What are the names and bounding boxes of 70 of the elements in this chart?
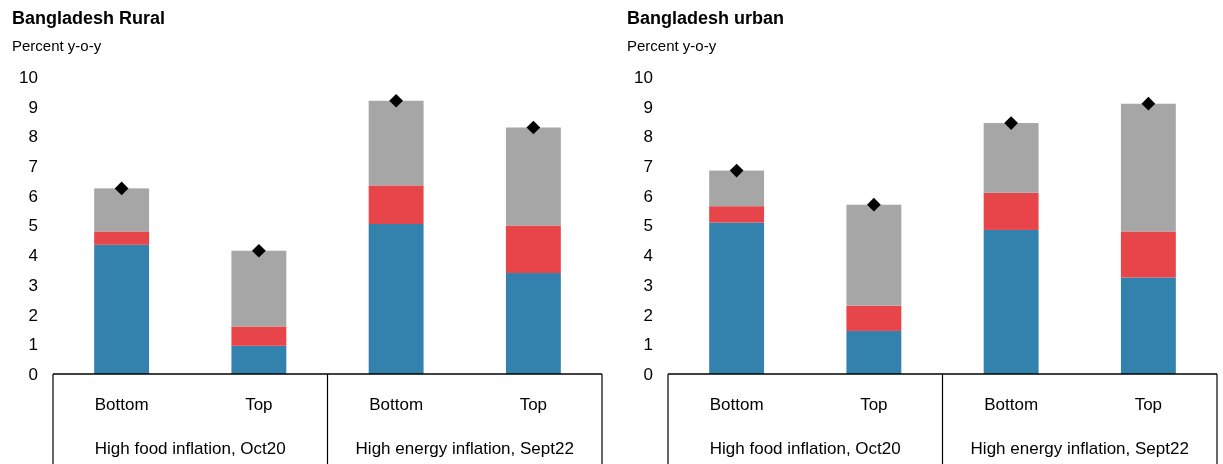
- bar: [983, 123, 1039, 193]
- y-tick-label: 2: [643, 305, 653, 325]
- bar: [709, 222, 765, 374]
- text: High energy inflation, Sept22: [355, 439, 574, 458]
- text: High energy inflation, Sept22: [970, 439, 1189, 458]
- y-tick-label: 4: [28, 246, 38, 266]
- bar: [983, 229, 1039, 374]
- chart-title: Bangladesh urban: [627, 8, 785, 28]
- y-tick-label: 3: [28, 275, 38, 295]
- point: [526, 120, 541, 135]
- bar: [505, 273, 561, 374]
- y-tick-label: 2: [28, 305, 38, 325]
- bar: [231, 250, 287, 327]
- y-tick-label: 5: [643, 216, 653, 236]
- point: [867, 197, 881, 212]
- bar: [231, 326, 287, 346]
- y-axis-title: Percent y-o-y: [627, 37, 717, 54]
- point: [1141, 96, 1156, 111]
- x-tick-label: Top: [519, 395, 548, 414]
- bar: [368, 185, 424, 225]
- y-tick-label: 3: [643, 275, 653, 295]
- bar: [983, 192, 1039, 230]
- y-tick-label: 9: [28, 97, 38, 117]
- y-tick-label: 8: [28, 127, 38, 147]
- chart-title: Bangladesh Rural: [12, 8, 166, 28]
- x-tick-label: Top: [245, 395, 273, 414]
- y-tick-label: 0: [643, 364, 653, 384]
- y-tick-label: 10: [19, 67, 38, 87]
- y-tick-label: 6: [28, 186, 38, 206]
- point: [114, 181, 129, 196]
- x-tick-label: Bottom: [709, 395, 764, 414]
- bar: [368, 100, 424, 186]
- point: [389, 93, 403, 108]
- y-tick-label: 1: [643, 335, 653, 355]
- y-tick-label: 5: [28, 216, 38, 236]
- y-tick-label: 4: [643, 246, 653, 266]
- bar: [94, 231, 150, 245]
- bar: [368, 224, 424, 374]
- bar: [1120, 103, 1176, 232]
- x-tick-label: Bottom: [94, 395, 149, 414]
- point: [252, 243, 266, 258]
- bar: [846, 330, 902, 374]
- y-tick-label: 0: [28, 364, 38, 384]
- y-axis-title: Percent y-o-y: [12, 37, 102, 54]
- y-tick-label: 6: [643, 186, 653, 206]
- x-tick-label: Top: [860, 395, 888, 414]
- bar: [846, 204, 902, 306]
- bar: [846, 305, 902, 331]
- bar: [1120, 231, 1176, 278]
- bar: [709, 170, 765, 207]
- y-tick-label: 10: [634, 67, 653, 87]
- y-tick-label: 7: [28, 157, 38, 177]
- x-tick-label: Bottom: [984, 395, 1039, 414]
- point: [729, 163, 744, 178]
- y-tick-label: 1: [28, 335, 38, 355]
- x-tick-label: Bottom: [369, 395, 424, 414]
- bar: [94, 188, 150, 232]
- text: High food inflation, Oct20: [709, 439, 901, 458]
- bar: [505, 127, 561, 226]
- y-tick-label: 8: [643, 127, 653, 147]
- bar: [1120, 277, 1176, 374]
- bar: [505, 225, 561, 274]
- y-tick-label: 7: [643, 157, 653, 177]
- bar: [94, 244, 150, 374]
- bar: [709, 206, 765, 223]
- y-tick-label: 9: [643, 97, 653, 117]
- text: High food inflation, Oct20: [94, 439, 286, 458]
- bar: [231, 345, 287, 374]
- point: [1004, 116, 1018, 130]
- x-tick-label: Top: [1134, 395, 1163, 414]
